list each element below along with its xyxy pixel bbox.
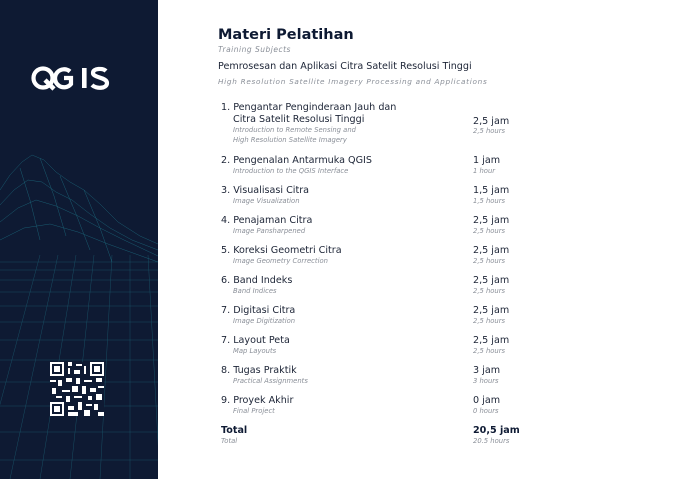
subject-item: 5. Koreksi Geometri Citra Image Geometry… [221,245,621,267]
subject-duration-english: 2,5 hours [473,287,506,295]
subject-item: 3. Visualisasi Citra Image Visualization… [221,185,621,207]
subject-duration-english: 3 hours [473,377,499,385]
subject-duration-english: 2,5 hours [473,227,506,235]
subject-title: 9. Proyek Akhir [221,395,294,406]
subject-title: 4. Penajaman Citra [221,215,313,226]
course-subtitle: Pemrosesan dan Aplikasi Citra Satelit Re… [218,61,472,72]
total-row: Total Total 20,5 jam 20.5 hours [221,425,621,447]
page-title-english: Training Subjects [218,45,291,54]
page-title: Materi Pelatihan [218,27,354,43]
subject-title: 3. Visualisasi Citra [221,185,310,196]
subject-duration: 2,5 jam [473,245,510,256]
subject-item: 7. Layout Peta Map Layouts 2,5 jam 2,5 h… [221,335,621,357]
subject-title: 6. Band Indeks [221,275,293,286]
subject-item: 2. Pengenalan Antarmuka QGIS Introductio… [221,155,621,177]
subject-duration: 1,5 jam [473,185,510,196]
subject-title-english: Map Layouts [233,347,277,355]
subject-duration-english: 1 hour [473,167,496,175]
subject-duration-english: 2,5 hours [473,317,506,325]
subject-duration-english: 2,5 hours [473,257,506,265]
subject-title-english: Band Indices [233,287,277,295]
total-label: Total [221,425,248,436]
course-subtitle-english: High Resolution Satellite Imagery Proces… [218,77,488,86]
qr-code-icon [50,362,104,416]
subject-item: 8. Tugas Praktik Practical Assignments 3… [221,365,621,387]
subject-title: 7. Layout Peta [221,335,290,346]
subject-duration: 2,5 jam [473,215,510,226]
subject-duration: 3 jam [473,365,501,376]
subject-duration: 0 jam [473,395,501,406]
subject-title: 5. Koreksi Geometri Citra [221,245,342,256]
subject-duration-english: 1,5 hours [473,197,506,205]
subject-duration: 2,5 jam [473,305,510,316]
subject-title-english: Image Pansharpened [233,227,306,235]
subject-title: 2. Pengenalan Antarmuka QGIS [221,155,372,166]
subject-duration-english: 2,5 hours [473,347,506,355]
subject-title-english: Final Project [233,407,275,415]
subject-duration-english: 2,5 hours [473,127,506,135]
subject-title-english-continued: High Resolution Satellite Imagery [233,135,347,144]
subject-title: 1. Pengantar Penginderaan Jauh dan [221,102,397,113]
total-duration: 20,5 jam [473,425,520,436]
subject-item: 9. Proyek Akhir Final Project 0 jam 0 ho… [221,395,621,417]
subject-title: 7. Digitasi Citra [221,305,296,316]
subject-title: 8. Tugas Praktik [221,365,297,376]
subject-item: 6. Band Indeks Band Indices 2,5 jam 2,5 … [221,275,621,297]
subject-title-english: Practical Assignments [233,377,308,385]
subject-duration: 2,5 jam [473,116,510,127]
subject-duration: 1 jam [473,155,501,166]
subject-item: 1. Pengantar Penginderaan Jauh dan Citra… [221,102,621,145]
subject-duration: 2,5 jam [473,335,510,346]
subject-title-english: Image Visualization [233,197,300,205]
subject-title-continued: Citra Satelit Resolusi Tinggi [233,114,365,125]
subject-duration: 2,5 jam [473,275,510,286]
subject-title-english: Introduction to the QGIS Interface [233,167,349,175]
subject-title-english: Image Geometry Correction [233,257,328,265]
subject-item: 4. Penajaman Citra Image Pansharpened 2,… [221,215,621,237]
qgis-logo [31,66,110,91]
total-duration-english: 20.5 hours [473,437,510,445]
sidebar [0,0,158,479]
subject-title-english: Introduction to Remote Sensing and [233,126,356,134]
subject-item: 7. Digitasi Citra Image Digitization 2,5… [221,305,621,327]
subject-duration-english: 0 hours [473,407,499,415]
subject-title-english: Image Digitization [233,317,296,325]
total-label-english: Total [221,437,238,445]
